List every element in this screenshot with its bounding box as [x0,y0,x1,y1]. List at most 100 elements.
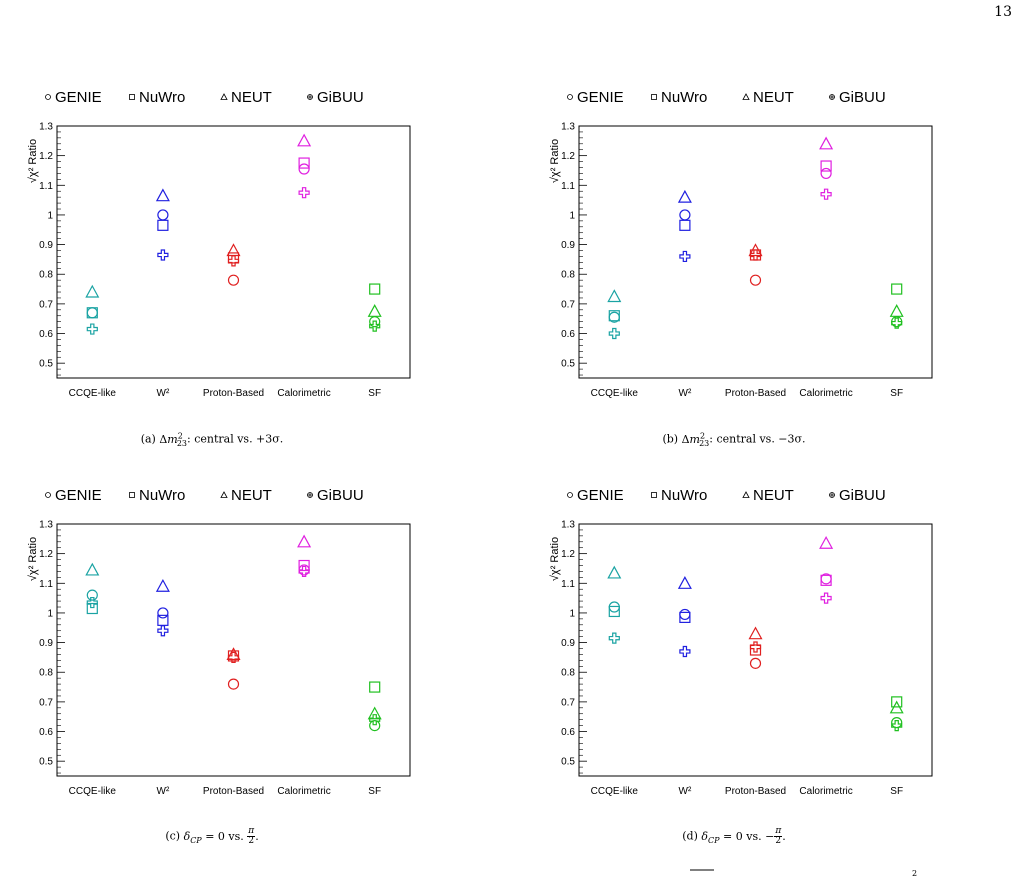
point-genie-proton-based [749,274,762,286]
y-tick-label: 1.1 [561,579,575,590]
legend-entry-neut-a: NEUT [220,89,272,106]
y-tick-label: 0.5 [561,359,575,370]
y-tick-label: 0.8 [39,668,53,679]
y-tick-label: 1.2 [561,549,575,560]
legend-label-genie: GENIE [577,487,624,504]
legend-label-gibuu: GiBUU [839,487,886,504]
y-tick-label: 0.8 [39,270,53,281]
legend-label-genie: GENIE [577,89,624,106]
y-tick-label: 1.3 [561,520,575,531]
caption-b: (b) Δm223: central vs. −3σ. [662,431,806,448]
series-nuwro-b [608,160,903,322]
point-gibuu-ccqe-like [608,327,620,340]
point-genie-w [679,209,691,221]
y-tick-label: 0.5 [561,757,575,768]
x-tick-label-calorimetric: Calorimetric [799,786,852,797]
point-genie-w [157,607,169,619]
y-tick-label: 0.8 [561,668,575,679]
point-genie-calorimetric [298,163,310,175]
point-nuwro-sf [891,283,903,295]
x-tick-label-w: W² [679,388,692,399]
chart-panel-a: GENIE NuWro NEUT GiBUU 0.5 0.6 0.7 0.8 0.9 1 1.1 1.… [12,86,412,448]
y-tick-label: 0.9 [39,240,53,251]
point-gibuu-w [679,250,691,263]
point-genie-sf [891,717,903,729]
legend-entry-nuwro-c: NuWro [129,487,185,504]
clipped-caption-fragment: 2 [690,869,917,878]
x-tick-label-ccqe-like: CCQE-like [69,786,117,797]
legend-entry-genie-a: GENIE [45,89,102,106]
legend-label-gibuu: GiBUU [839,89,886,106]
x-tick-label-sf: SF [368,786,381,797]
chart-panel-d: GENIE NuWro NEUT GiBUU 0.5 0.6 0.7 0.8 0.9 1 1.1 1.… [534,484,934,846]
point-gibuu-sf [891,720,903,732]
series-neut-a [85,133,382,317]
legend-label-genie: GENIE [55,487,102,504]
point-gibuu-sf [891,317,903,329]
legend-entry-neut-c: NEUT [220,487,272,504]
legend-entry-nuwro-a: NuWro [129,89,185,106]
point-genie-proton-based [749,657,762,669]
y-tick-label: 1.3 [39,122,53,133]
x-tick-label-calorimetric: Calorimetric [277,786,330,797]
y-tick-label: 0.6 [561,727,575,738]
legend-entry-genie-b: GENIE [567,89,624,106]
series-genie-d [608,573,903,729]
y-axis-label: √χ² Ratio [27,537,39,581]
legend-marker-triangle [220,93,228,100]
x-tick-label-calorimetric: Calorimetric [799,388,852,399]
y-axis-label: √χ² Ratio [549,537,561,581]
point-nuwro-calorimetric [820,160,832,172]
y-tick-label: 0.9 [561,638,575,649]
point-genie-proton-based [227,274,240,286]
x-tick-label-calorimetric: Calorimetric [277,388,330,399]
scatter-plot-a: GENIE NuWro NEUT GiBUU 0.5 0.6 0.7 0.8 0.9 1 1.1 1.… [27,89,411,399]
caption-b-math: Δm223 [681,431,710,448]
point-genie-calorimetric [820,167,832,180]
legend-marker-triangle [742,491,750,498]
y-tick-label: 1 [47,608,53,619]
point-gibuu-calorimetric [298,565,310,578]
point-nuwro-ccqe-like [608,605,620,618]
legend-marker-triangle [742,93,750,100]
y-tick-label: 0.9 [561,240,575,251]
point-gibuu-ccqe-like [86,323,98,335]
legend-marker-square [129,492,135,498]
point-nuwro-sf [369,283,381,295]
x-tick-label-proton-based: Proton-Based [203,388,264,399]
y-tick-label: 0.5 [39,359,53,370]
point-gibuu-sf [369,714,381,726]
point-neut-sf [367,706,382,720]
y-tick-label: 0.7 [39,299,53,310]
legend-marker-square [651,492,657,498]
plot-frame-d [578,523,933,777]
point-neut-sf [889,304,904,317]
series-neut-b [607,136,904,317]
series-gibuu-d [608,592,903,732]
point-neut-sf [367,304,382,317]
clipped-superscript: 2 [912,869,917,878]
x-tick-label-w: W² [157,786,170,797]
legend-entry-genie-d: GENIE [567,487,624,504]
x-tick-label-proton-based: Proton-Based [725,388,786,399]
point-nuwro-calorimetric [820,574,832,586]
y-tick-label: 1.3 [39,520,53,531]
x-tick-label-ccqe-like: CCQE-like [69,388,117,399]
point-nuwro-proton-based [227,252,240,264]
caption-d-math: δCP = 0 vs. − π 2. [701,826,786,846]
legend-entry-neut-d: NEUT [742,487,794,504]
point-genie-ccqe-like [86,589,98,601]
point-gibuu-ccqe-like [86,596,98,609]
x-tick-label-sf: SF [890,388,903,399]
series-neut-d [607,536,904,714]
scatter-plot-d: GENIE NuWro NEUT GiBUU 0.5 0.6 0.7 0.8 0.9 1 1.1 1.… [549,487,933,797]
legend-label-nuwro: NuWro [661,487,707,504]
legend-entry-gibuu-a: GiBUU [307,89,364,106]
x-tick-label-ccqe-like: CCQE-like [591,388,639,399]
y-tick-label: 0.7 [561,299,575,310]
point-neut-w [155,579,170,592]
point-neut-calorimetric [819,536,834,549]
chart-panel-c: GENIE NuWro NEUT GiBUU 0.5 0.6 0.7 0.8 0.9 1 1.1 1.… [12,484,412,846]
point-nuwro-w [679,219,691,231]
series-gibuu-b [608,188,903,340]
